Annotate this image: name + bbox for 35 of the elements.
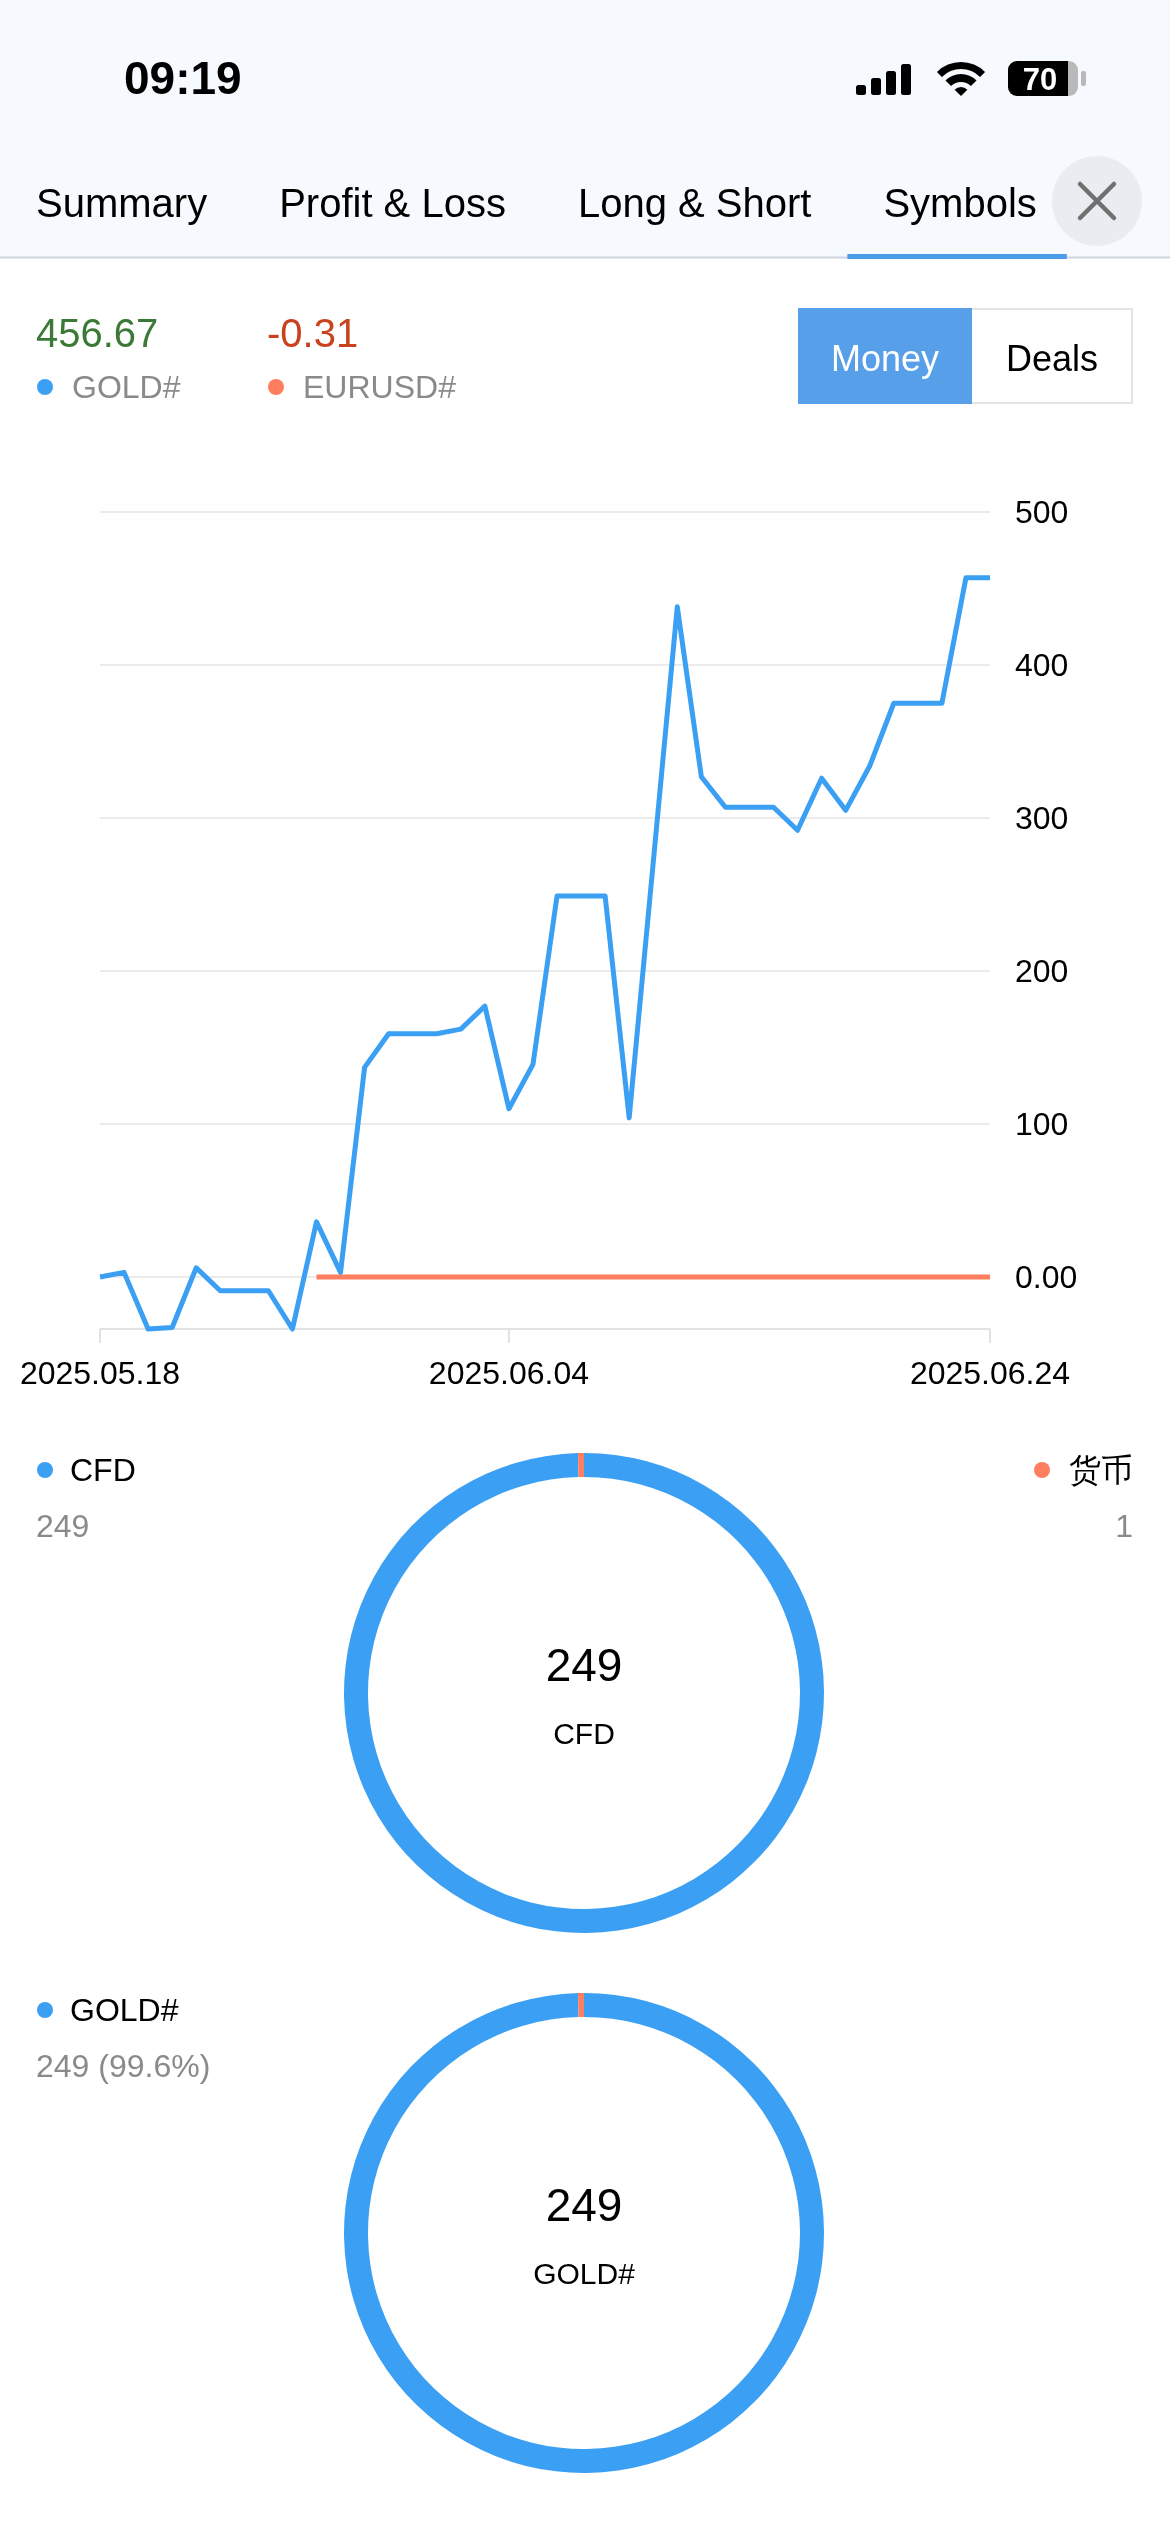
legend-label: 货币 — [1069, 1452, 1133, 1488]
donut-slice — [577, 1993, 584, 2018]
x-tick-label: 2025.06.24 — [909, 1355, 1071, 1391]
text: 09:19 — [124, 52, 242, 104]
text: -0.31 — [267, 311, 359, 355]
text: 249 — [545, 1639, 623, 1691]
text: 249 — [36, 1508, 90, 1544]
legend-label: GOLD# — [70, 1992, 179, 2028]
y-tick-label: 100 — [1015, 1105, 1069, 1142]
text: Long & Short — [577, 181, 812, 225]
text: CFD — [553, 1716, 615, 1750]
text: Deals — [1005, 337, 1099, 379]
legend-label: CFD — [70, 1452, 136, 1488]
y-tick-label: 0.00 — [1015, 1258, 1078, 1295]
y-tick-label: 200 — [1015, 952, 1069, 989]
y-tick-label: 300 — [1015, 799, 1069, 836]
text: Symbols — [883, 181, 1037, 225]
text: Money — [830, 337, 940, 379]
text: 1 — [1115, 1508, 1133, 1544]
text: 70 — [1022, 61, 1058, 97]
text: GOLD# — [533, 2256, 636, 2290]
legend-label: GOLD# — [72, 369, 181, 405]
text: 249 — [545, 2179, 623, 2231]
text: Summary — [36, 181, 208, 225]
donut-slice — [577, 1453, 584, 1478]
donut-slice — [344, 1993, 824, 2473]
text: 456.67 — [36, 311, 159, 355]
donut-slice — [344, 1453, 824, 1933]
text: 249 (99.6%) — [36, 2048, 211, 2084]
y-tick-label: 400 — [1015, 647, 1069, 683]
x-tick-label: 2025.06.04 — [428, 1355, 589, 1391]
y-tick-label: 500 — [1015, 494, 1069, 530]
x-tick-label: 2025.05.18 — [19, 1355, 181, 1391]
legend-label: EURUSD# — [303, 369, 457, 405]
text: Profit & Loss — [279, 181, 506, 225]
